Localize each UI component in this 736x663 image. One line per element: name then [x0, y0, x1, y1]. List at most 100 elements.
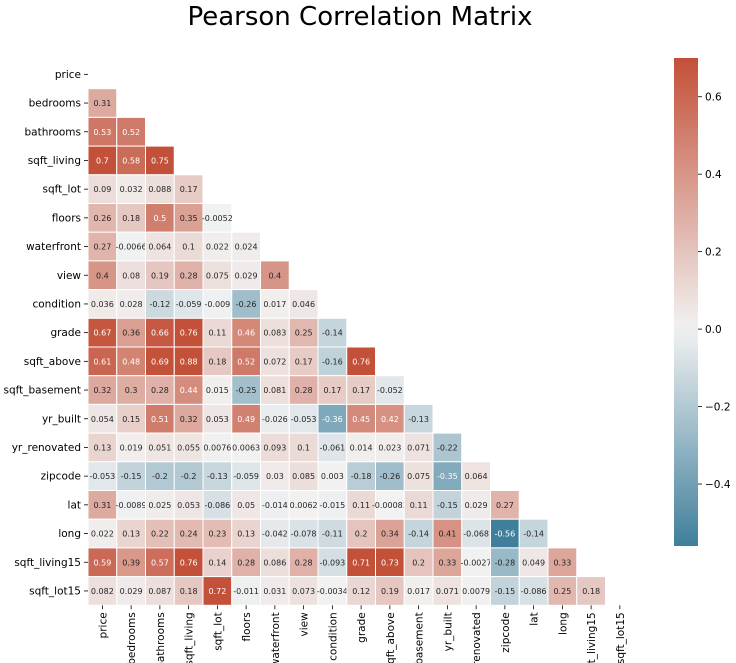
heatmap-cell	[260, 461, 290, 491]
heatmap-cell	[461, 576, 491, 606]
cell-value-label: 0.022	[91, 530, 114, 539]
y-tick-label: zipcode	[41, 471, 81, 483]
cell-value-label: 0.18	[122, 214, 140, 223]
cell-value-label: 0.17	[323, 386, 341, 395]
cell-value-label: 0.023	[378, 443, 401, 452]
cell-value-label: 0.055	[177, 443, 200, 452]
x-tick-label: long	[557, 612, 569, 635]
heatmap-cell	[116, 461, 146, 491]
cell-value-label: -0.059	[233, 472, 259, 481]
y-tick-label: long	[58, 528, 81, 540]
cell-value-label: 0.25	[295, 329, 313, 338]
cell-value-label: 0.45	[352, 415, 370, 424]
cell-value-label: 0.33	[438, 558, 456, 567]
heatmap-cell	[173, 231, 204, 262]
cell-value-label: 0.75	[151, 156, 169, 165]
heatmap-cell	[346, 403, 376, 434]
x-tick-label: price	[97, 612, 109, 638]
colorbar-tick-label: −0.4	[705, 479, 731, 491]
y-tick-label: sqft_living	[28, 155, 81, 167]
cell-value-label: -0.052	[377, 386, 403, 395]
cell-value-label: 0.024	[235, 243, 258, 252]
cell-value-label: -0.0027	[461, 558, 492, 567]
cell-value-label: -0.13	[207, 472, 228, 481]
cell-value-label: -0.0034	[317, 587, 348, 596]
cell-value-label: 0.029	[465, 501, 488, 510]
heatmap-cell	[346, 346, 376, 377]
cell-value-label: -0.15	[437, 501, 458, 510]
cell-value-label: 0.23	[208, 530, 226, 539]
y-tick-label: sqft_basement	[3, 385, 81, 397]
cell-value-label: 0.054	[91, 415, 114, 424]
heatmap-cell	[173, 346, 204, 377]
heatmap-cell	[145, 518, 175, 549]
y-tick-label: floors	[52, 212, 81, 224]
cell-value-label: -0.026	[262, 415, 288, 424]
cell-value-label: 0.15	[122, 415, 140, 424]
cell-value-label: 0.053	[177, 501, 200, 510]
cell-value-label: 0.071	[436, 587, 459, 596]
heatmap-cell	[288, 289, 319, 319]
cell-value-label: 0.11	[352, 501, 370, 510]
heatmap-cell	[116, 289, 146, 319]
cell-value-label: 0.085	[292, 472, 315, 481]
heatmap-cell	[87, 88, 118, 118]
cell-value-label: -0.28	[495, 558, 516, 567]
x-tick-label: bathrooms	[155, 612, 167, 663]
cell-value-label: -0.11	[322, 530, 343, 539]
cell-value-label: 0.13	[93, 443, 111, 452]
cell-value-label: -0.2	[181, 472, 197, 481]
cell-value-label: 0.61	[93, 357, 111, 366]
heatmap-cell	[346, 461, 376, 491]
heatmap-cell	[87, 432, 118, 463]
cell-value-label: 0.049	[522, 558, 545, 567]
cell-value-label: 0.1	[182, 243, 195, 252]
cell-value-label: -0.15	[495, 587, 516, 596]
cell-value-label: 0.019	[120, 443, 143, 452]
cell-value-label: 0.19	[151, 271, 169, 280]
heatmap-cell	[260, 260, 290, 291]
cell-value-label: 0.66	[151, 329, 169, 338]
cell-value-label: 0.0062	[290, 501, 318, 510]
heatmap-cell	[518, 518, 549, 549]
cell-value-label: -0.14	[523, 530, 544, 539]
cell-value-label: -0.078	[291, 530, 317, 539]
cell-value-label: 0.36	[122, 329, 140, 338]
heatmap-cell	[202, 346, 233, 377]
cell-value-label: 0.48	[122, 357, 140, 366]
cell-value-label: 0.093	[263, 443, 286, 452]
heatmap-cell	[317, 346, 348, 377]
cell-value-label: -0.015	[319, 501, 345, 510]
colorbar-tick-label: −0.2	[705, 402, 731, 414]
cell-value-label: -0.12	[150, 300, 171, 309]
cell-value-label: 0.34	[381, 530, 399, 539]
cell-value-label: 0.7	[96, 156, 109, 165]
cell-value-label: 0.31	[93, 501, 111, 510]
cell-value-label: 0.086	[263, 558, 286, 567]
heatmap-cell	[231, 403, 261, 434]
cell-value-label: 0.09	[93, 185, 111, 194]
heatmap-cell	[317, 432, 348, 463]
cell-value-label: 0.051	[148, 443, 171, 452]
heatmap-cell	[87, 461, 118, 491]
cell-value-label: 0.46	[237, 329, 255, 338]
cell-value-label: -0.16	[322, 357, 343, 366]
cell-value-label: 0.5	[154, 214, 167, 223]
cell-value-label: 0.075	[407, 472, 430, 481]
heatmap-cell	[260, 317, 290, 348]
cell-value-label: 0.26	[93, 214, 111, 223]
heatmap-cell	[116, 260, 146, 291]
heatmap-cell	[260, 403, 290, 434]
x-tick-label: grade	[356, 612, 368, 643]
y-tick-label: sqft_living15	[14, 557, 81, 569]
cell-value-label: 0.014	[350, 443, 373, 452]
cell-value-label: 0.31	[93, 99, 111, 108]
cell-value-label: 0.24	[180, 530, 198, 539]
y-tick-label: lat	[68, 499, 81, 511]
heatmap-cell	[173, 174, 204, 205]
x-tick-label: sqft_living15	[586, 612, 598, 663]
cell-value-label: 0.082	[91, 587, 114, 596]
cell-value-label: 0.28	[295, 558, 313, 567]
cell-value-label: 0.1	[297, 443, 310, 452]
